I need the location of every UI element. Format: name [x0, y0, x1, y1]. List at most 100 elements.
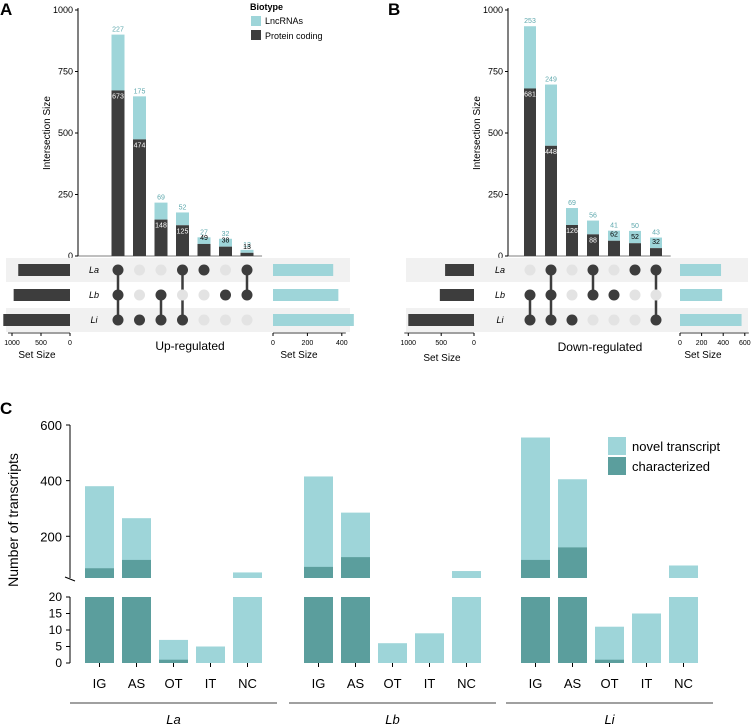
p1-bar-lncrna [629, 230, 641, 244]
p1-lnc-data-label: 41 [610, 223, 618, 230]
p1-set-size-left-tick-label: 1000 [401, 340, 417, 347]
p1-bar-protein-coding [650, 248, 662, 256]
c-x-tick-label: AS [347, 676, 365, 691]
legend-characterized-label: characterized [632, 459, 710, 474]
p1-y-tick-label: 0 [498, 251, 503, 261]
p0-set-size-right-tick-label: 400 [336, 340, 348, 347]
p1-matrix-dot-empty [608, 264, 620, 276]
p1-set-size-bar-right [680, 289, 723, 301]
p0-set-size-bar-right [273, 314, 354, 326]
c-upper-y-tick-label: 200 [40, 529, 62, 544]
legend-characterized-swatch [608, 457, 626, 475]
c-bar-characterized-lower [558, 597, 587, 663]
p1-y-tick-label: 750 [488, 67, 503, 77]
panel-label-a: A [0, 0, 12, 19]
p0-bar-lncrna [176, 212, 189, 226]
p1-matrix-dot-filled [524, 289, 536, 301]
p0-set-label: La [89, 265, 99, 275]
c-bar-novel-upper [669, 565, 698, 578]
p1-y-tick-label: 250 [488, 190, 503, 200]
p1-set-label: Li [496, 315, 504, 325]
p0-bar-lncrna [240, 249, 254, 253]
p1-set-size-bar-left [439, 289, 474, 301]
p0-pc-data-label: 13 [243, 244, 251, 251]
c-bar-novel-upper [233, 572, 262, 578]
c-x-tick-label: OT [600, 676, 618, 691]
c-axis-break-mark [64, 576, 76, 582]
p0-bar-protein-coding [176, 225, 189, 256]
p0-pc-data-label: 125 [177, 228, 189, 235]
p0-set-size-bar-right [273, 264, 334, 276]
c-lower-y-tick-label: 0 [55, 656, 62, 670]
p1-set-size-right-tick-label: 400 [717, 340, 729, 347]
c-bar-novel-lower [595, 626, 624, 663]
c-x-tick-label: IT [424, 676, 436, 691]
c-x-tick-label: NC [238, 676, 257, 691]
c-group-label: Li [604, 712, 615, 727]
c-bar-characterized-upper [558, 547, 587, 578]
p0-set-size-left-tick-label: 0 [68, 340, 72, 347]
p0-bar-lncrna [219, 238, 232, 247]
p1-matrix-dot-filled [545, 289, 557, 301]
c-upper-y-tick-label: 400 [40, 474, 62, 489]
legend-novel-label: novel transcript [632, 439, 721, 454]
p1-lnc-data-label: 43 [652, 230, 660, 237]
p1-matrix-dot-empty [524, 264, 536, 276]
p1-matrix-dot-empty [566, 264, 578, 276]
p0-set-size-bar-right [273, 289, 339, 301]
p0-lnc-data-label: 175 [134, 88, 146, 95]
p1-y-tick-label: 500 [488, 128, 503, 138]
p1-matrix-dot-filled [566, 314, 578, 326]
c-lower-y-tick-label: 20 [49, 590, 63, 604]
p1-set-size-left-title: Set Size [423, 353, 461, 364]
c-x-tick-label: OT [383, 676, 401, 691]
p1-matrix-dot-filled [650, 314, 662, 326]
p0-matrix-dot-empty [198, 289, 210, 301]
p1-pc-data-label: 681 [524, 91, 536, 98]
p1-bar-protein-coding [566, 225, 578, 256]
p0-pc-data-label: 673 [112, 93, 124, 100]
c-bar-novel-upper [85, 486, 114, 578]
p1-set-size-right-tick-label: 0 [678, 340, 682, 347]
p0-set-size-bar-left [18, 264, 70, 276]
c-x-tick-label: OT [164, 676, 182, 691]
p0-matrix-dot-filled [112, 289, 124, 301]
p1-set-size-right-tick-label: 200 [696, 340, 708, 347]
p0-bar-protein-coding [154, 219, 168, 256]
p1-set-size-right-tick-label: 600 [739, 340, 751, 347]
c-bar-characterized-lower [122, 597, 151, 663]
c-x-tick-label: IG [93, 676, 107, 691]
p0-matrix-dot-filled [177, 264, 188, 276]
p1-matrix-dot-filled [650, 264, 662, 276]
p0-matrix-dot-empty [177, 289, 188, 301]
p1-matrix-dot-empty [629, 314, 641, 326]
p1-matrix-dot-empty [629, 289, 641, 301]
c-upper-y-tick-label: 600 [40, 418, 62, 433]
p0-matrix-dot-empty [134, 264, 145, 276]
p0-matrix-dot-filled [134, 314, 145, 326]
p1-set-size-bar-right [680, 264, 722, 276]
p1-bar-protein-coding [608, 240, 620, 256]
c-x-tick-label: AS [128, 676, 146, 691]
c-bar-characterized-upper [85, 568, 114, 578]
p0-lnc-data-label: 32 [222, 231, 230, 238]
c-bar-characterized-lower [159, 659, 188, 663]
c-bar-characterized-upper [341, 557, 370, 578]
p1-lnc-data-label: 249 [545, 77, 557, 84]
c-x-tick-label: AS [564, 676, 582, 691]
p0-matrix-dot-filled [112, 314, 124, 326]
p1-pc-data-label: 32 [652, 239, 660, 246]
p1-pc-data-label: 52 [631, 234, 639, 241]
p0-matrix-dot-empty [220, 314, 231, 326]
c-bar-characterized-lower [341, 597, 370, 663]
p0-matrix-dot-filled [241, 264, 253, 276]
c-bar-characterized-lower [304, 597, 333, 663]
p0-matrix-dot-filled [177, 314, 188, 326]
p1-bar-protein-coding [524, 88, 536, 256]
c-x-tick-label: IT [641, 676, 653, 691]
p0-y-tick-label: 250 [58, 190, 73, 200]
c-bar-characterized-lower [595, 659, 624, 663]
p0-matrix-dot-empty [155, 264, 167, 276]
p1-pc-data-label: 448 [545, 149, 557, 156]
p1-matrix-dot-filled [587, 264, 599, 276]
